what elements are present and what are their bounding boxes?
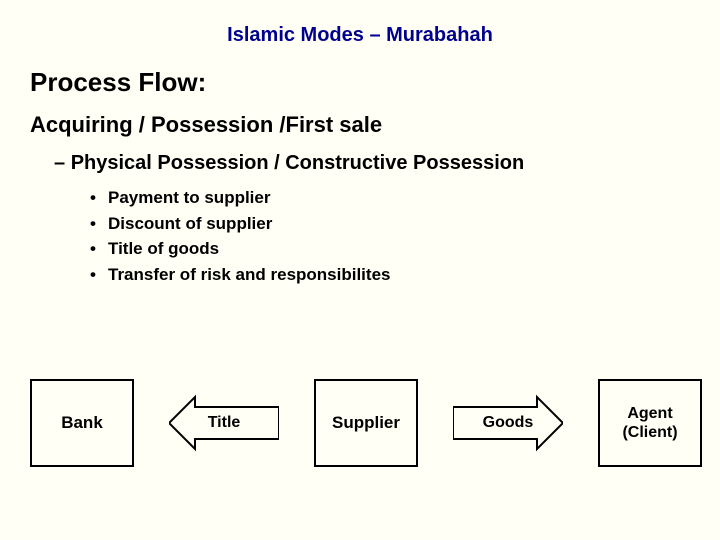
bullet-text: Transfer of risk and responsibilites	[108, 262, 390, 288]
arrow-label: Title	[208, 414, 241, 432]
process-flow-heading: Process Flow:	[0, 47, 720, 98]
agent-client-box: Agent (Client)	[598, 379, 702, 467]
bullet-dot-icon: •	[90, 211, 108, 237]
possession-text: Physical Possession / Constructive Posse…	[71, 152, 525, 174]
list-item: • Title of goods	[90, 236, 720, 262]
list-item: • Payment to supplier	[90, 185, 720, 211]
goods-arrow: Goods	[453, 393, 563, 453]
arrow-label: Goods	[483, 414, 534, 432]
agent-line2: (Client)	[622, 423, 677, 442]
agent-line1: Agent	[622, 404, 677, 423]
bullet-dot-icon: •	[90, 262, 108, 288]
supplier-box: Supplier	[314, 379, 418, 467]
list-item: • Discount of supplier	[90, 211, 720, 237]
bullet-list: • Payment to supplier • Discount of supp…	[0, 175, 720, 287]
dash-prefix: –	[54, 152, 71, 174]
possession-subheading: – Physical Possession / Constructive Pos…	[0, 138, 720, 175]
bullet-dot-icon: •	[90, 185, 108, 211]
slide-title: Islamic Modes – Murabahah	[0, 0, 720, 47]
bank-box: Bank	[30, 379, 134, 467]
flow-diagram: Bank Title Supplier Goods Agent (Client)	[30, 368, 702, 478]
bullet-dot-icon: •	[90, 236, 108, 262]
bullet-text: Payment to supplier	[108, 185, 270, 211]
acquiring-subheading: Acquiring / Possession /First sale	[0, 98, 720, 138]
title-arrow: Title	[169, 393, 279, 453]
bullet-text: Discount of supplier	[108, 211, 272, 237]
bullet-text: Title of goods	[108, 236, 219, 262]
list-item: • Transfer of risk and responsibilites	[90, 262, 720, 288]
